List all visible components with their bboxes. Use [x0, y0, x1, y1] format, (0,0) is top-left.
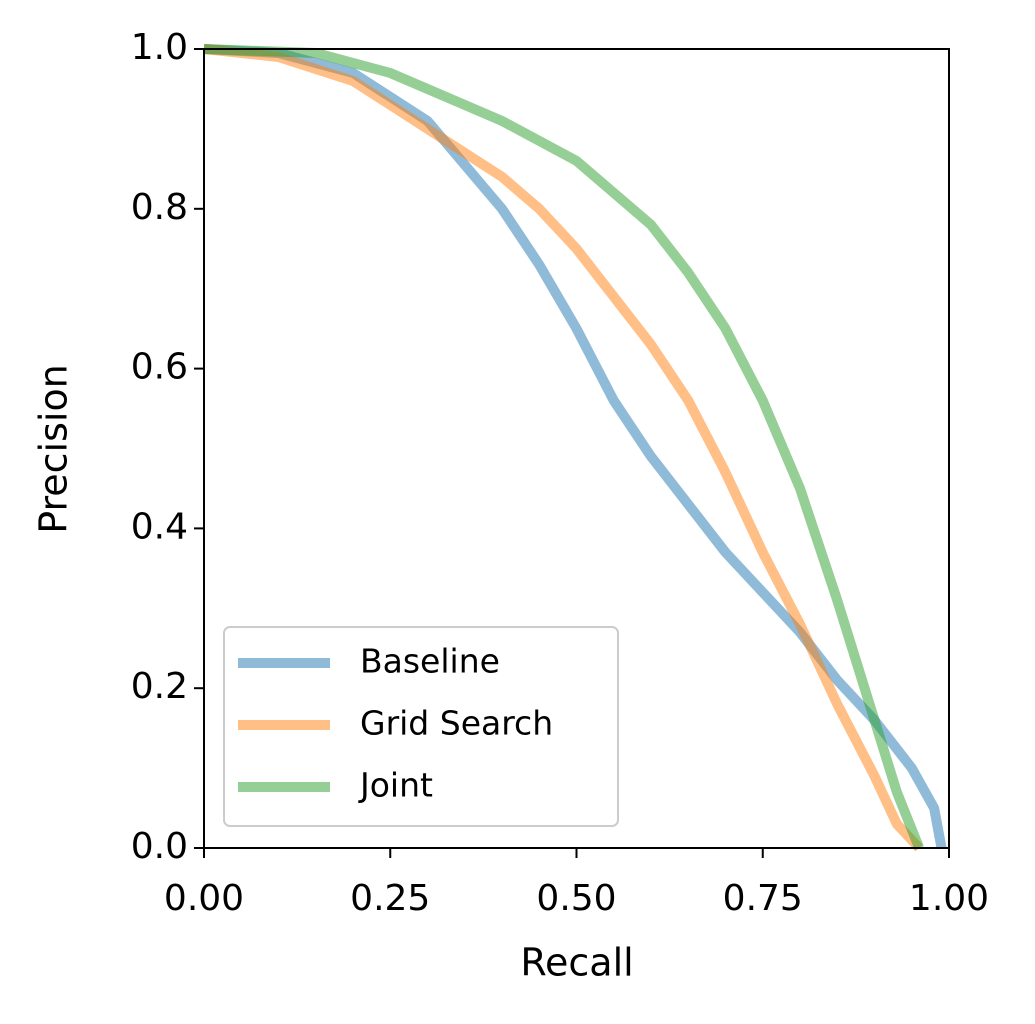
legend-label: Baseline [360, 642, 500, 681]
x-tick-label: 0.75 [723, 878, 803, 919]
legend-label: Joint [358, 766, 433, 805]
y-tick-label: 0.2 [131, 666, 188, 707]
y-tick-label: 0.4 [131, 506, 188, 547]
series-line [203, 44, 923, 852]
y-tick-label: 0.8 [131, 187, 188, 228]
series-line [203, 44, 924, 850]
x-tick-label: 0.25 [350, 878, 430, 919]
y-tick-label: 0.6 [131, 347, 188, 388]
y-axis-label: Precision [32, 364, 76, 534]
legend-label: Grid Search [360, 704, 553, 743]
plot-frame [203, 48, 950, 849]
x-tick-label: 0.50 [536, 878, 616, 919]
y-tick-label: 0.0 [131, 826, 188, 867]
x-tick-label: 0.00 [164, 878, 244, 919]
x-tick-label: 1.00 [909, 878, 989, 919]
legend-box [223, 626, 619, 827]
y-tick-label: 1.0 [131, 27, 188, 68]
x-axis-label: Recall [520, 941, 633, 985]
